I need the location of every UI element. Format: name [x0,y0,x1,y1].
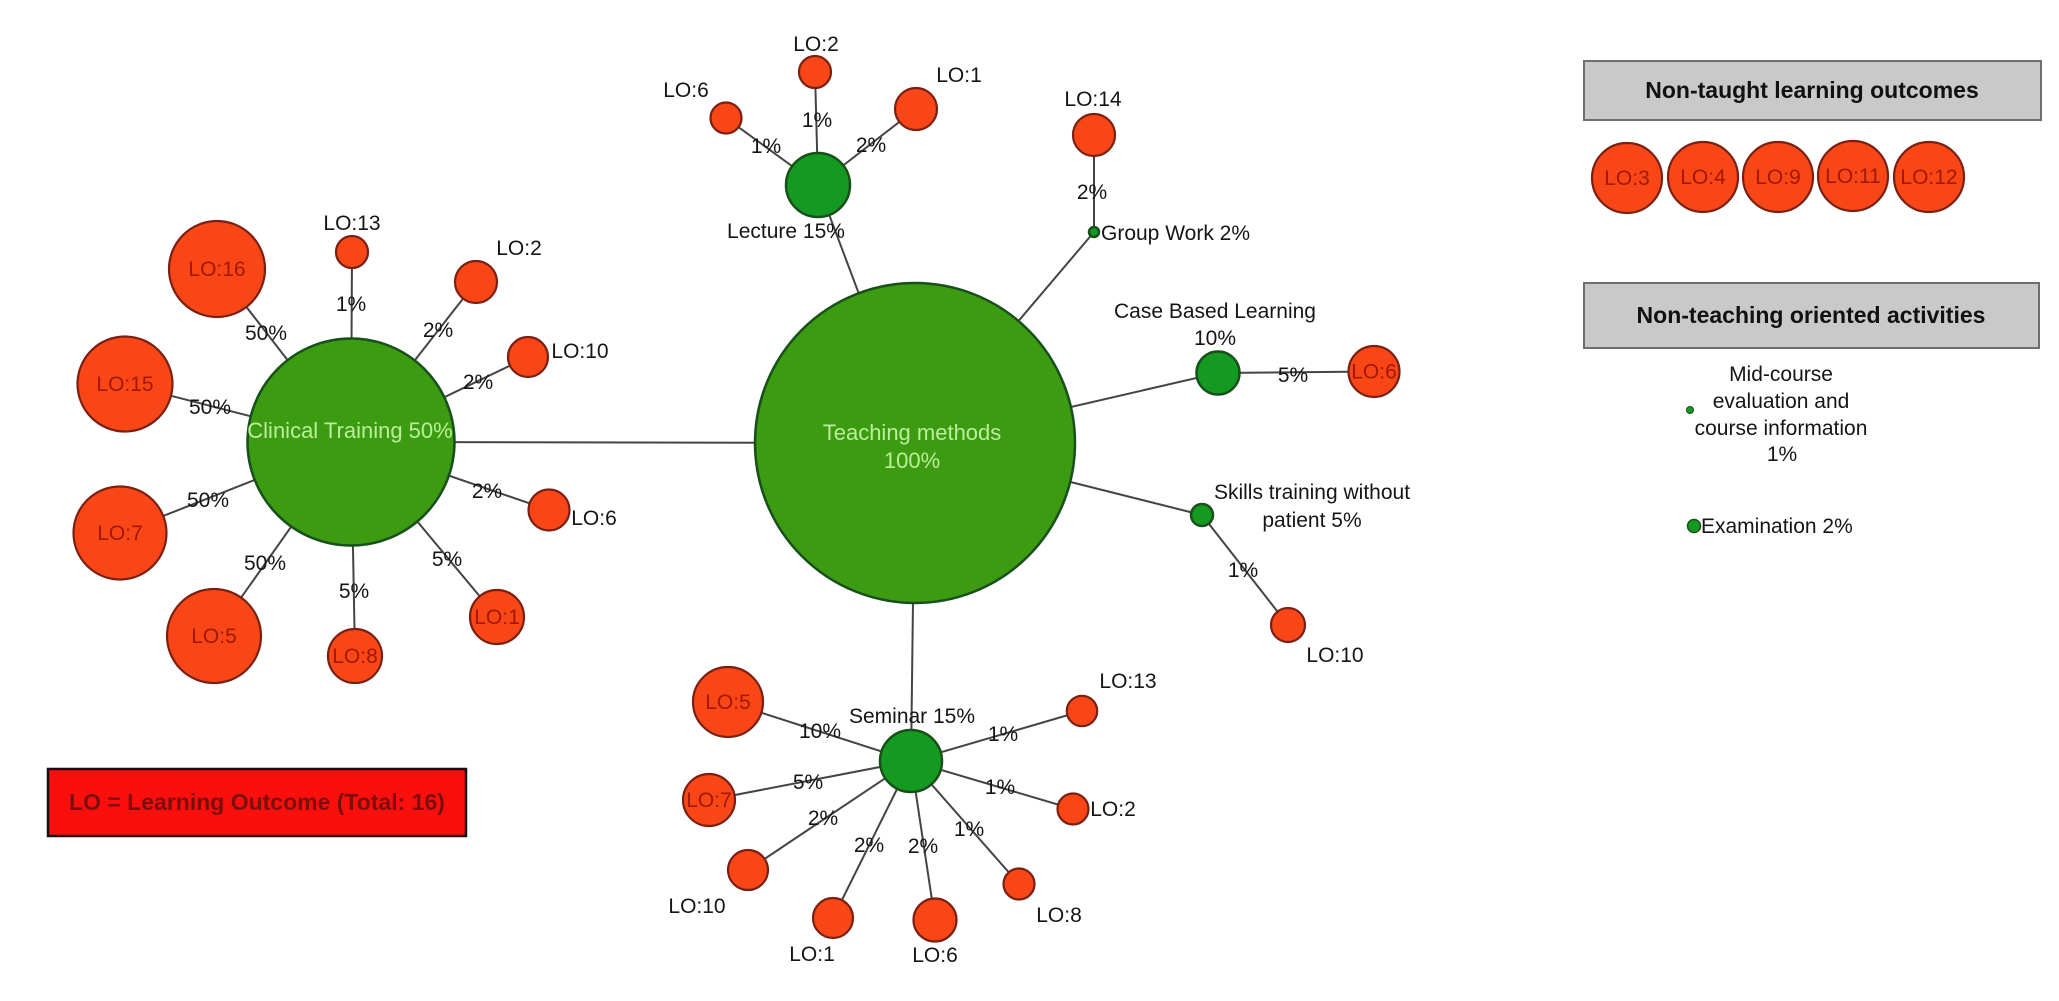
svg-text:LO:9: LO:9 [1755,166,1801,189]
svg-text:LO:10: LO:10 [668,895,725,918]
svg-text:LO:14: LO:14 [1064,88,1122,111]
svg-text:10%: 10% [799,720,841,743]
svg-text:LO:16: LO:16 [188,258,245,281]
svg-text:LO:6: LO:6 [1351,361,1397,384]
svg-text:course information: course information [1695,417,1868,440]
svg-text:2%: 2% [908,835,938,858]
svg-text:LO:6: LO:6 [663,79,709,102]
svg-text:LO:13: LO:13 [1099,670,1156,693]
svg-text:Lecture 15%: Lecture 15% [727,220,845,243]
svg-text:1%: 1% [751,135,781,158]
svg-text:2%: 2% [472,480,502,503]
svg-text:LO:2: LO:2 [1090,798,1136,821]
svg-text:1%: 1% [985,776,1015,799]
svg-text:Group Work 2%: Group Work 2% [1101,222,1250,245]
svg-text:50%: 50% [245,322,287,345]
svg-text:2%: 2% [423,319,453,342]
svg-text:LO:8: LO:8 [1036,904,1082,927]
svg-text:2%: 2% [856,134,886,157]
svg-text:LO:1: LO:1 [936,64,982,87]
svg-text:LO:8: LO:8 [332,645,378,668]
svg-text:2%: 2% [463,371,493,394]
svg-text:1%: 1% [954,818,984,841]
svg-text:10%: 10% [1194,327,1236,350]
svg-text:1%: 1% [1767,443,1797,466]
svg-text:Teaching methods: Teaching methods [823,420,1002,445]
svg-text:Skills training without: Skills training without [1214,481,1410,504]
svg-text:Seminar 15%: Seminar 15% [849,705,975,728]
svg-text:5%: 5% [339,580,369,603]
svg-text:LO:1: LO:1 [474,606,520,629]
svg-text:LO:2: LO:2 [793,33,839,56]
svg-text:100%: 100% [884,448,940,473]
svg-text:Mid-course: Mid-course [1729,363,1833,386]
svg-text:50%: 50% [189,396,231,419]
svg-text:Non-teaching oriented activiti: Non-teaching oriented activities [1637,302,1986,328]
svg-text:1%: 1% [988,723,1018,746]
svg-text:50%: 50% [244,552,286,575]
svg-text:LO:10: LO:10 [551,340,608,363]
svg-text:LO = Learning Outcome (Total:: LO = Learning Outcome (Total: 16) [69,789,445,815]
svg-text:LO:12: LO:12 [1900,166,1957,189]
svg-text:LO:5: LO:5 [191,625,237,648]
svg-text:Non-taught learning outcomes: Non-taught learning outcomes [1645,77,1979,103]
svg-text:5%: 5% [793,771,823,794]
svg-text:patient 5%: patient 5% [1262,509,1361,532]
svg-text:Examination 2%: Examination 2% [1701,515,1853,538]
svg-text:5%: 5% [1278,364,1308,387]
svg-text:Clinical Training 50%: Clinical Training 50% [247,418,452,443]
svg-text:LO:10: LO:10 [1306,644,1363,667]
svg-text:1%: 1% [1228,559,1258,582]
svg-text:LO:4: LO:4 [1680,166,1726,189]
svg-text:LO:15: LO:15 [96,373,153,396]
svg-text:2%: 2% [808,807,838,830]
svg-text:Case Based Learning: Case Based Learning [1114,300,1316,323]
svg-text:LO:11: LO:11 [1825,165,1881,188]
svg-text:evaluation and: evaluation and [1713,390,1850,413]
svg-text:LO:3: LO:3 [1604,167,1650,190]
svg-text:LO:1: LO:1 [789,943,835,966]
svg-text:LO:2: LO:2 [496,237,542,260]
svg-text:1%: 1% [802,109,832,132]
svg-text:50%: 50% [187,489,229,512]
svg-text:LO:5: LO:5 [705,691,751,714]
svg-text:LO:13: LO:13 [323,212,380,235]
svg-text:LO:7: LO:7 [97,522,143,545]
svg-text:2%: 2% [854,834,884,857]
svg-text:LO:7: LO:7 [686,789,732,812]
svg-text:LO:6: LO:6 [571,507,617,530]
svg-text:5%: 5% [432,548,462,571]
svg-text:LO:6: LO:6 [912,944,958,967]
svg-text:1%: 1% [336,293,366,316]
svg-text:2%: 2% [1077,181,1107,204]
